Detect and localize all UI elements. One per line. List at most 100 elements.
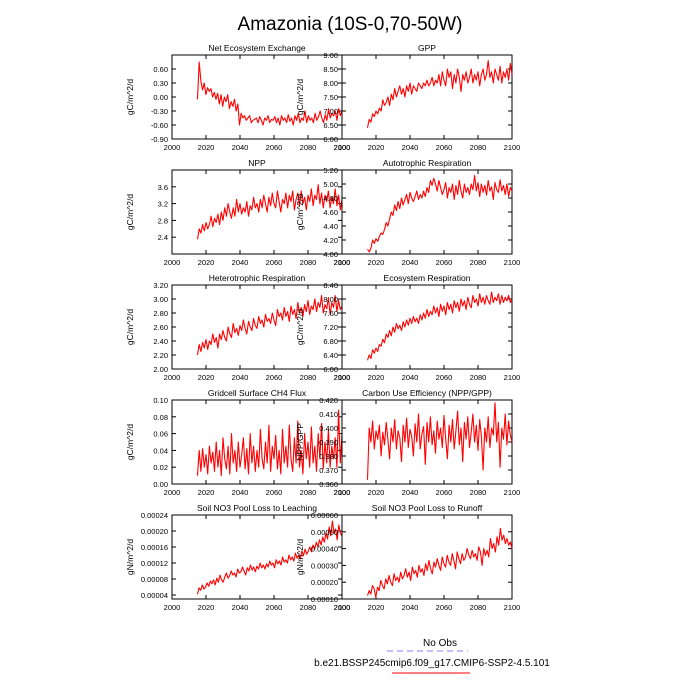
panel-title: Gridcell Surface CH4 Flux — [208, 388, 307, 398]
x-tick-label: 2060 — [436, 143, 453, 152]
y-tick-label: 6.00 — [323, 135, 338, 144]
y-tick-label: 0.00024 — [141, 511, 168, 520]
y-axis-label: gC/m^2/d — [125, 79, 135, 115]
figure-title: Amazonia (10S-0,70-50W) — [238, 14, 463, 35]
x-tick-label: 2000 — [164, 603, 181, 612]
y-axis-label: gC/m^2/d — [295, 194, 305, 230]
chart-panel-10: Soil NO3 Pool Loss to Runoff gN/m^2/d 0.00… — [295, 503, 520, 612]
x-tick-label: 2040 — [402, 373, 419, 382]
x-tick-label: 2020 — [368, 373, 385, 382]
y-tick-label: 0.00050 — [311, 528, 338, 537]
x-tick-label: 2060 — [436, 373, 453, 382]
y-tick-label: 0.60 — [153, 65, 168, 74]
x-tick-label: 2000 — [334, 373, 351, 382]
y-axis-label: gN/m^2/d — [125, 539, 135, 575]
panel-title: Carbon Use Efficiency (NPP/GPP) — [362, 388, 492, 398]
y-tick-label: 0.00040 — [311, 545, 338, 554]
x-tick-label: 2100 — [504, 258, 521, 267]
x-tick-label: 2020 — [368, 143, 385, 152]
y-tick-label: 5.20 — [323, 166, 338, 175]
y-tick-label: 4.00 — [323, 250, 338, 259]
y-tick-label: 2.8 — [158, 216, 168, 225]
x-tick-label: 2000 — [164, 143, 181, 152]
y-tick-label: 0.30 — [153, 79, 168, 88]
x-tick-label: 2020 — [368, 603, 385, 612]
x-tick-label: 2080 — [300, 143, 317, 152]
chart-panel-7: Gridcell Surface CH4 Flux gC/m^2/d 0.00 0.0… — [125, 388, 350, 497]
x-tick-label: 2060 — [436, 603, 453, 612]
y-tick-label: 8.00 — [323, 295, 338, 304]
x-tick-label: 2020 — [198, 603, 215, 612]
y-tick-label: 0.00020 — [141, 527, 168, 536]
panel-title: NPP — [248, 158, 266, 168]
chart-panel-6: Ecosystem Respiration gC/m^2/d 6.00 6.40 6.8… — [295, 273, 520, 382]
x-tick-label: 2020 — [198, 373, 215, 382]
x-tick-label: 2060 — [266, 488, 283, 497]
x-tick-label: 2100 — [504, 488, 521, 497]
x-tick-label: 2040 — [232, 603, 249, 612]
y-tick-label: 0.04 — [153, 446, 168, 455]
y-tick-label: -0.60 — [151, 121, 168, 130]
series-line — [366, 60, 513, 128]
y-tick-label: 0.400 — [319, 424, 338, 433]
series-line — [366, 291, 513, 361]
x-tick-label: 2040 — [402, 488, 419, 497]
x-tick-label: 2080 — [470, 143, 487, 152]
y-tick-label: 6.50 — [323, 121, 338, 130]
x-tick-label: 2080 — [470, 488, 487, 497]
x-tick-label: 2060 — [266, 143, 283, 152]
y-tick-label: 2.60 — [153, 323, 168, 332]
chart-panel-5: Heterotrophic Respiration gC/m^2/d 2.00 2.2… — [125, 273, 350, 382]
y-tick-label: 3.20 — [153, 281, 168, 290]
panel-title: Soil NO3 Pool Loss to Leaching — [197, 503, 317, 513]
x-tick-label: 2020 — [198, 258, 215, 267]
chart-panel-4: Autotrophic Respiration gC/m^2/d 4.00 4.20 4… — [295, 158, 520, 267]
series-line — [196, 409, 343, 477]
x-tick-label: 2080 — [470, 258, 487, 267]
y-tick-label: 8.40 — [323, 281, 338, 290]
x-tick-label: 2060 — [266, 603, 283, 612]
y-tick-label: 2.80 — [153, 309, 168, 318]
legend: No Obs b.e21.BSSP245cmip6.f09_g17.CMIP6-… — [314, 638, 550, 674]
x-tick-label: 2100 — [334, 258, 351, 267]
y-tick-label: 2.20 — [153, 351, 168, 360]
y-axis-label: gC/m^2/d — [125, 424, 135, 460]
x-tick-label: 2020 — [368, 258, 385, 267]
chart-panel-1: Net Ecosystem Exchange gC/m^2/d -0.90 -0.60… — [125, 43, 350, 152]
plot-frame — [341, 169, 513, 255]
y-tick-label: 0.02 — [153, 463, 168, 472]
x-tick-label: 2080 — [470, 373, 487, 382]
series-line — [196, 61, 343, 126]
y-tick-label: 0.390 — [319, 438, 338, 447]
x-tick-label: 2040 — [402, 258, 419, 267]
y-tick-label: 0.00010 — [311, 595, 338, 604]
x-tick-label: 2100 — [504, 373, 521, 382]
y-tick-label: 0.00008 — [141, 575, 168, 584]
y-tick-label: 3.2 — [158, 200, 168, 209]
x-tick-label: 2100 — [334, 373, 351, 382]
y-tick-label: 4.20 — [323, 236, 338, 245]
y-tick-label: 0.00 — [153, 480, 168, 489]
x-tick-label: 2000 — [164, 258, 181, 267]
x-tick-label: 2000 — [334, 143, 351, 152]
y-tick-label: 2.40 — [153, 337, 168, 346]
x-tick-label: 2060 — [266, 258, 283, 267]
series-line — [196, 294, 343, 356]
x-tick-label: 2040 — [232, 373, 249, 382]
y-tick-label: 8.50 — [323, 65, 338, 74]
x-tick-label: 2080 — [300, 373, 317, 382]
x-tick-label: 2000 — [164, 373, 181, 382]
x-tick-label: 2040 — [232, 488, 249, 497]
y-tick-label: 0.00004 — [141, 591, 168, 600]
y-tick-label: 3.6 — [158, 183, 168, 192]
y-tick-label: 0.420 — [319, 396, 338, 405]
y-tick-label: 0.00 — [153, 93, 168, 102]
y-tick-label: 3.00 — [153, 295, 168, 304]
y-axis-label: gC/m^2/d — [295, 79, 305, 115]
y-tick-label: 0.370 — [319, 466, 338, 475]
x-tick-label: 2000 — [334, 488, 351, 497]
y-tick-label: 0.06 — [153, 430, 168, 439]
y-tick-label: 4.60 — [323, 208, 338, 217]
y-tick-label: 6.80 — [323, 337, 338, 346]
legend-obs-label: No Obs — [423, 638, 457, 649]
